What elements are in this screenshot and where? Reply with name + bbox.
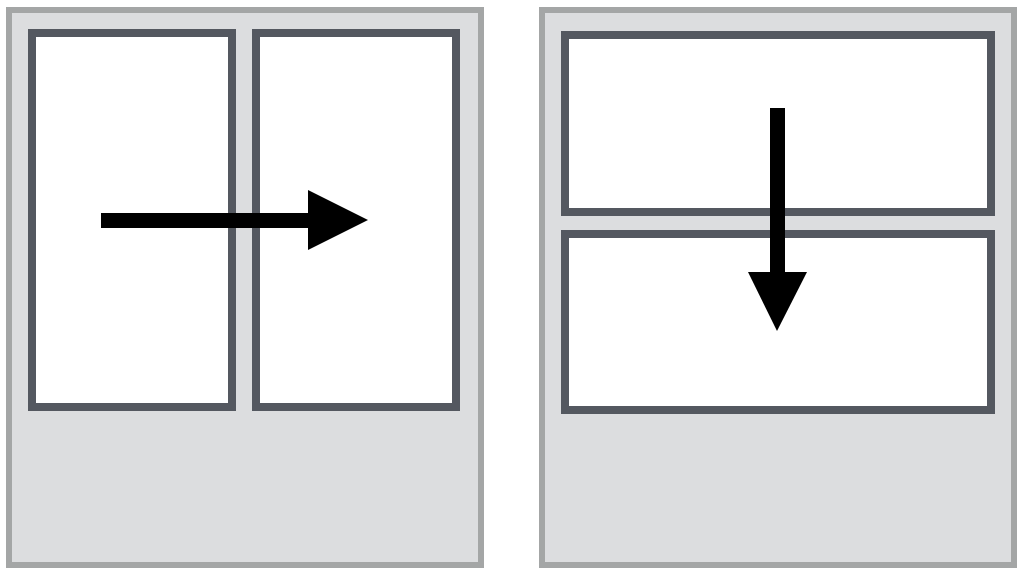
stacked-layout: [539, 7, 1017, 568]
arrow-right-icon: [101, 190, 368, 250]
side-by-side-layout: [6, 7, 484, 568]
arrow-down-icon: [748, 108, 807, 331]
